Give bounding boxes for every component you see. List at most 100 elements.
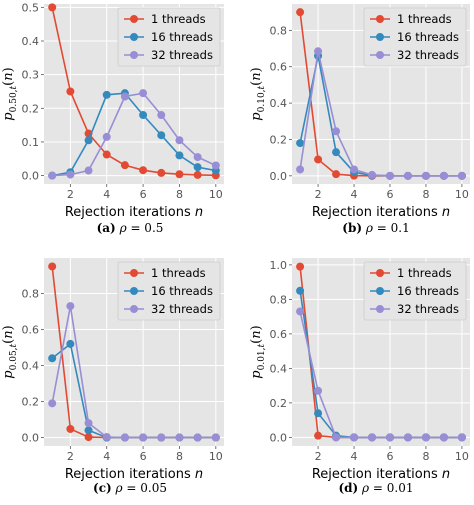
data-point bbox=[193, 170, 202, 179]
y-tick-label: 0.6 bbox=[270, 328, 288, 341]
x-tick-label: 2 bbox=[67, 188, 74, 201]
x-tick-label: 2 bbox=[67, 450, 74, 463]
caption-equation: ρ = 0.1 bbox=[365, 221, 410, 235]
x-tick-label: 6 bbox=[386, 188, 393, 201]
legend-marker bbox=[376, 51, 384, 59]
data-point bbox=[421, 433, 430, 442]
series-line-32-threads bbox=[51, 305, 216, 439]
data-point bbox=[102, 90, 111, 99]
y-tick-label: 0.2 bbox=[270, 133, 288, 146]
caption-equation: ρ = 0.01 bbox=[362, 481, 414, 495]
y-tick-label: 1.0 bbox=[270, 259, 288, 272]
x-tick-label: 2 bbox=[315, 450, 322, 463]
legend-label: 1 threads bbox=[151, 12, 206, 26]
x-tick-label: 8 bbox=[176, 188, 183, 201]
data-point bbox=[157, 168, 166, 177]
data-point bbox=[385, 171, 394, 180]
legend-label: 32 threads bbox=[397, 302, 459, 316]
y-axis-label: p0.50,t(n) bbox=[1, 67, 19, 120]
data-point bbox=[157, 433, 166, 442]
y-tick-label: 0.2 bbox=[270, 397, 288, 410]
data-point bbox=[175, 151, 184, 160]
legend-marker bbox=[376, 269, 384, 277]
x-tick-label: 2 bbox=[315, 188, 322, 201]
x-tick-label: 4 bbox=[351, 450, 358, 463]
data-point bbox=[296, 286, 305, 295]
caption-equation: ρ = 0.5 bbox=[119, 221, 164, 235]
data-point bbox=[332, 170, 341, 179]
data-point bbox=[439, 433, 448, 442]
legend-label: 16 threads bbox=[397, 284, 459, 298]
y-tick-label: 0.0 bbox=[270, 431, 288, 444]
data-point bbox=[296, 139, 305, 148]
data-point bbox=[457, 433, 466, 442]
legend-marker bbox=[130, 33, 138, 41]
y-tick-label: 0.8 bbox=[270, 24, 288, 37]
data-point bbox=[84, 419, 93, 428]
legend-label: 16 threads bbox=[397, 30, 459, 44]
caption-letter: (b) bbox=[342, 221, 363, 235]
x-tick-label: 6 bbox=[140, 450, 147, 463]
legend-label: 1 threads bbox=[397, 12, 452, 26]
legend-box bbox=[117, 261, 221, 321]
data-point bbox=[175, 433, 184, 442]
data-point bbox=[421, 171, 430, 180]
y-tick-label: 0.8 bbox=[22, 287, 40, 300]
x-axis-label: Rejection iterations n bbox=[312, 205, 450, 220]
series-line-16-threads bbox=[52, 92, 216, 177]
x-tick-label: 4 bbox=[103, 188, 110, 201]
data-point bbox=[193, 433, 202, 442]
x-tick-label: 4 bbox=[351, 188, 358, 201]
subfigure-caption: (c) ρ = 0.05 bbox=[93, 481, 167, 495]
data-point bbox=[120, 433, 129, 442]
data-point bbox=[211, 433, 220, 442]
legend: 1 threads 16 threads 32 threads bbox=[117, 261, 221, 321]
data-point bbox=[48, 399, 57, 408]
legend-marker bbox=[376, 33, 384, 41]
data-point bbox=[296, 165, 305, 174]
data-point bbox=[314, 431, 323, 440]
y-tick-label: 0.4 bbox=[22, 360, 40, 373]
data-point bbox=[84, 136, 93, 145]
x-tick-label: 10 bbox=[209, 188, 223, 201]
legend-label: 16 threads bbox=[151, 30, 213, 44]
data-point bbox=[102, 150, 111, 159]
data-point bbox=[296, 307, 305, 316]
legend-marker bbox=[130, 51, 138, 59]
legend-label: 16 threads bbox=[151, 284, 213, 298]
x-tick-label: 8 bbox=[422, 450, 429, 463]
data-point bbox=[66, 424, 75, 433]
x-tick-label: 6 bbox=[140, 188, 147, 201]
data-point bbox=[193, 163, 202, 172]
data-point bbox=[368, 433, 377, 442]
series-line-32-threads bbox=[299, 311, 462, 439]
data-point bbox=[66, 87, 75, 96]
subfigure-caption: (a) ρ = 0.5 bbox=[97, 221, 164, 235]
subfigure-caption: (d) ρ = 0.01 bbox=[338, 481, 413, 495]
data-point bbox=[84, 433, 93, 442]
y-tick-label: 0.6 bbox=[270, 61, 288, 74]
legend-label: 32 threads bbox=[151, 302, 213, 316]
data-point bbox=[66, 170, 75, 179]
data-point bbox=[48, 262, 57, 271]
legend-box bbox=[363, 261, 467, 321]
data-point bbox=[175, 170, 184, 179]
data-point bbox=[314, 386, 323, 395]
data-point bbox=[139, 433, 148, 442]
data-point bbox=[350, 433, 359, 442]
legend-box bbox=[117, 7, 221, 67]
legend-marker bbox=[376, 15, 384, 23]
chart-panel-1: 2 4 6 8 10 0.0 0.1 0.2 0.3 0.4 0.5 Rejection iterat… bbox=[1, 1, 224, 220]
data-point bbox=[48, 354, 57, 363]
legend-box bbox=[363, 7, 467, 67]
data-point bbox=[314, 155, 323, 164]
data-point bbox=[139, 89, 148, 98]
data-point bbox=[350, 165, 359, 174]
data-point bbox=[120, 92, 129, 101]
data-point bbox=[314, 409, 323, 418]
series-line-32-threads bbox=[52, 92, 217, 177]
data-point bbox=[296, 262, 305, 271]
y-tick-label: 0.4 bbox=[22, 35, 40, 48]
legend-marker bbox=[130, 287, 138, 295]
data-point bbox=[139, 111, 148, 120]
